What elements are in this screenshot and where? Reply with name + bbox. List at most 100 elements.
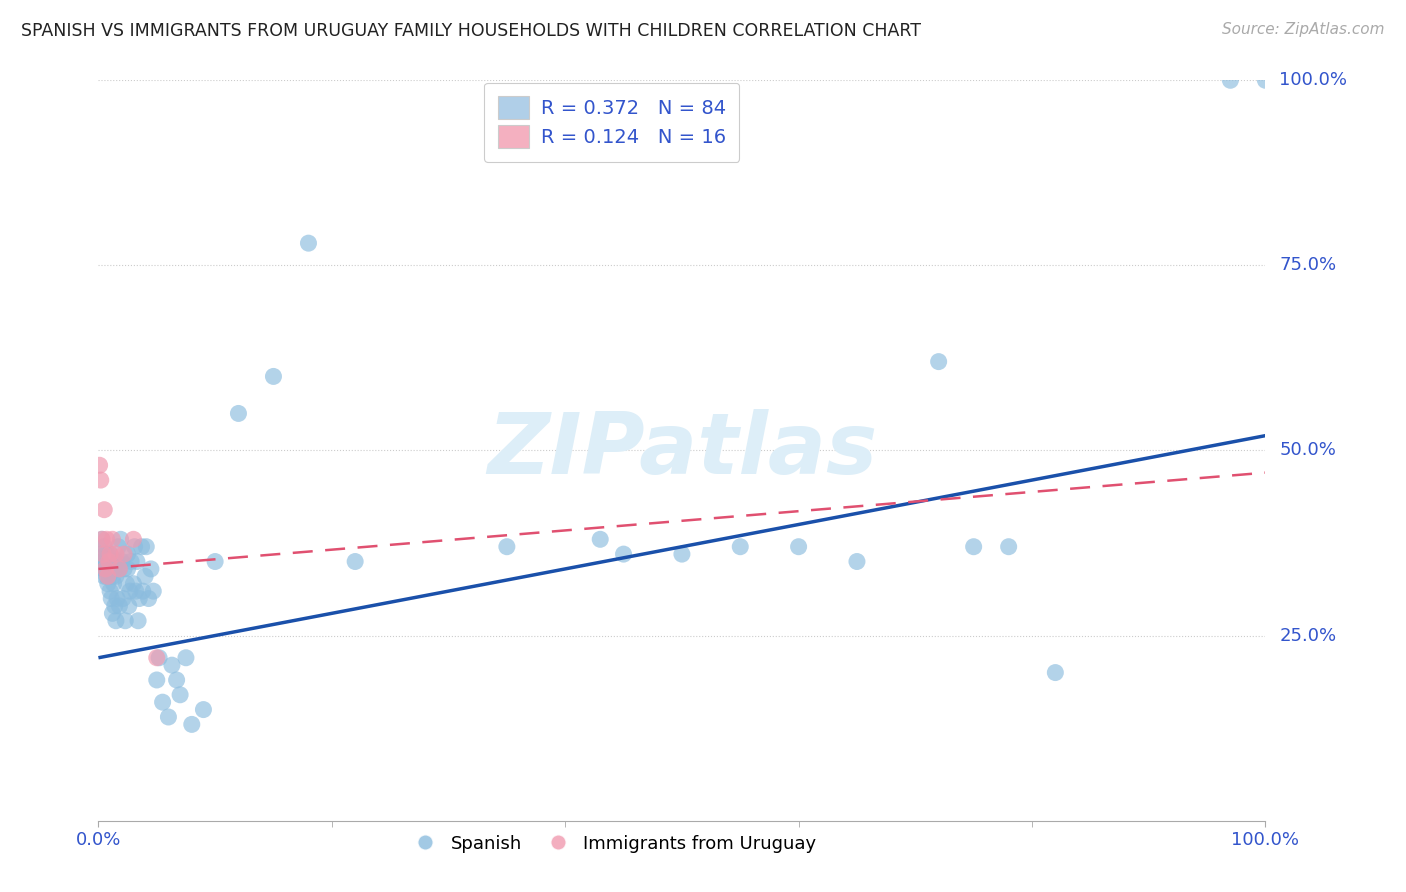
Point [169, 688, 191, 702]
Point [1219, 73, 1241, 87]
Point [160, 658, 183, 673]
Point [131, 540, 153, 554]
Point [613, 547, 636, 561]
Point [108, 562, 131, 576]
Point [90, 533, 112, 547]
Point [105, 591, 128, 606]
Point [101, 607, 124, 621]
Text: 50.0%: 50.0% [1279, 442, 1336, 459]
Point [93, 502, 115, 516]
Point [297, 236, 319, 251]
Point [112, 562, 135, 576]
Point [97, 569, 120, 583]
Text: 100.0%: 100.0% [1279, 71, 1347, 89]
Point [138, 591, 160, 606]
Point [117, 562, 139, 576]
Point [122, 533, 145, 547]
Point [125, 584, 148, 599]
Point [104, 569, 127, 583]
Point [997, 540, 1019, 554]
Point [96, 569, 118, 583]
Point [146, 650, 169, 665]
Point [148, 650, 170, 665]
Point [94, 562, 117, 576]
Point [98, 547, 121, 561]
Point [96, 555, 118, 569]
Point [97, 555, 120, 569]
Point [180, 717, 202, 731]
Point [104, 547, 127, 561]
Point [107, 540, 129, 554]
Point [96, 533, 118, 547]
Point [90, 533, 112, 547]
Point [262, 369, 284, 384]
Text: SPANISH VS IMMIGRANTS FROM URUGUAY FAMILY HOUSEHOLDS WITH CHILDREN CORRELATION C: SPANISH VS IMMIGRANTS FROM URUGUAY FAMIL… [21, 22, 921, 40]
Point [142, 584, 165, 599]
Point [135, 540, 157, 554]
Point [93, 555, 115, 569]
Point [928, 354, 950, 368]
Point [105, 555, 128, 569]
Point [101, 569, 124, 583]
Point [97, 547, 120, 561]
Point [118, 599, 141, 613]
Point [110, 533, 132, 547]
Point [125, 555, 148, 569]
Point [91, 547, 114, 561]
Point [104, 614, 127, 628]
Point [97, 576, 120, 591]
Point [103, 576, 125, 591]
Point [128, 591, 150, 606]
Point [98, 562, 121, 576]
Point [100, 591, 122, 606]
Point [89, 458, 111, 473]
Point [193, 703, 215, 717]
Point [101, 533, 124, 547]
Point [157, 710, 180, 724]
Point [152, 695, 174, 709]
Point [1254, 73, 1277, 87]
Point [93, 540, 115, 554]
Point [112, 547, 135, 561]
Point [100, 555, 122, 569]
Point [98, 547, 121, 561]
Point [90, 473, 112, 487]
Point [146, 673, 169, 687]
Point [228, 407, 250, 421]
Text: ZIPatlas: ZIPatlas [486, 409, 877, 492]
Point [104, 599, 127, 613]
Point [94, 547, 117, 561]
Point [132, 584, 155, 599]
Point [1045, 665, 1067, 680]
Point [111, 591, 134, 606]
Point [114, 614, 136, 628]
Point [94, 562, 117, 576]
Point [115, 576, 138, 591]
Point [108, 562, 131, 576]
Point [134, 569, 156, 583]
Point [174, 650, 197, 665]
Point [103, 555, 125, 569]
Point [496, 540, 519, 554]
Text: Source: ZipAtlas.com: Source: ZipAtlas.com [1222, 22, 1385, 37]
Point [671, 547, 693, 561]
Point [93, 569, 115, 583]
Point [90, 547, 112, 561]
Point [90, 555, 112, 569]
Point [120, 555, 142, 569]
Point [118, 584, 141, 599]
Point [846, 555, 869, 569]
Point [97, 569, 120, 583]
Point [166, 673, 188, 687]
Legend: Spanish, Immigrants from Uruguay: Spanish, Immigrants from Uruguay [401, 827, 824, 860]
Text: 75.0%: 75.0% [1279, 256, 1337, 275]
Point [108, 599, 131, 613]
Point [104, 562, 127, 576]
Point [111, 555, 134, 569]
Point [589, 533, 612, 547]
Point [124, 540, 146, 554]
Point [139, 562, 162, 576]
Point [730, 540, 752, 554]
Point [98, 584, 121, 599]
Point [344, 555, 367, 569]
